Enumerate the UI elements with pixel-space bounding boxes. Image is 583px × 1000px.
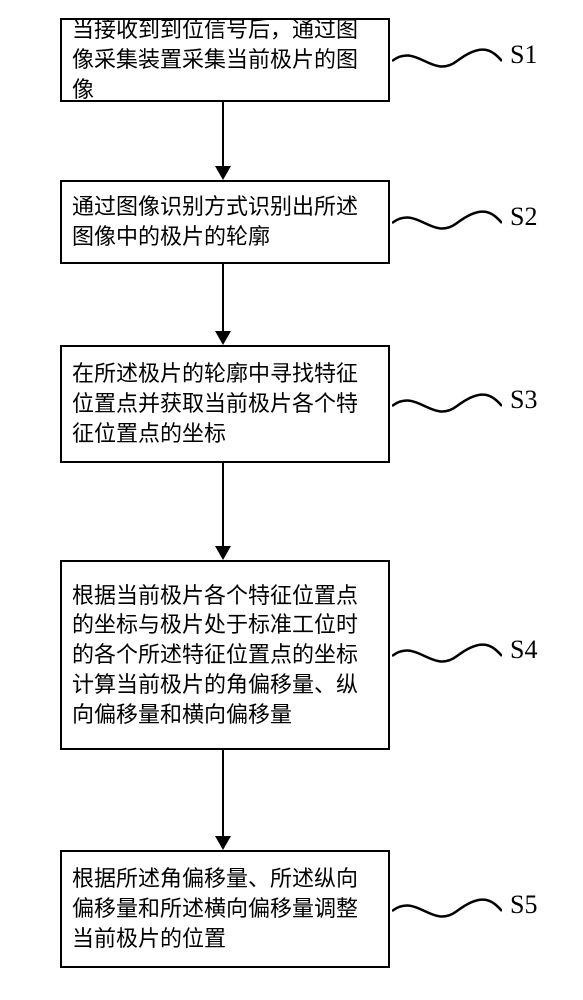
connector-tilde: [392, 898, 502, 924]
step-text: 根据当前极片各个特征位置点的坐标与极片处于标准工位时的各个所述特征位置点的坐标计…: [72, 581, 378, 729]
step-box-s3: 在所述极片的轮廓中寻找特征位置点并获取当前极片各个特征位置点的坐标: [60, 345, 390, 463]
arrow-head: [215, 331, 231, 345]
connector-tilde: [392, 393, 502, 419]
step-label-s3: S3: [510, 385, 537, 415]
step-text: 根据所述角偏移量、所述纵向偏移量和所述横向偏移量调整当前极片的位置: [72, 864, 378, 953]
step-box-s4: 根据当前极片各个特征位置点的坐标与极片处于标准工位时的各个所述特征位置点的坐标计…: [60, 560, 390, 750]
connector-tilde: [392, 643, 502, 669]
step-box-s5: 根据所述角偏移量、所述纵向偏移量和所述横向偏移量调整当前极片的位置: [60, 850, 390, 968]
step-text: 在所述极片的轮廓中寻找特征位置点并获取当前极片各个特征位置点的坐标: [72, 359, 378, 448]
arrow-line: [222, 102, 224, 166]
step-box-s2: 通过图像识别方式识别出所述图像中的极片的轮廓: [60, 180, 390, 264]
arrow-line: [222, 264, 224, 331]
arrow-head: [215, 546, 231, 560]
connector-tilde: [392, 210, 502, 236]
connector-tilde: [392, 48, 502, 74]
step-text: 当接收到到位信号后，通过图像采集装置采集当前极片的图像: [72, 15, 378, 104]
arrow-line: [222, 750, 224, 836]
step-label-s4: S4: [510, 635, 537, 665]
arrow-head: [215, 836, 231, 850]
arrow-head: [215, 166, 231, 180]
step-box-s1: 当接收到到位信号后，通过图像采集装置采集当前极片的图像: [60, 18, 390, 102]
step-label-s5: S5: [510, 890, 537, 920]
step-label-s1: S1: [510, 40, 537, 70]
step-label-s2: S2: [510, 202, 537, 232]
step-text: 通过图像识别方式识别出所述图像中的极片的轮廓: [72, 192, 378, 251]
arrow-line: [222, 463, 224, 546]
